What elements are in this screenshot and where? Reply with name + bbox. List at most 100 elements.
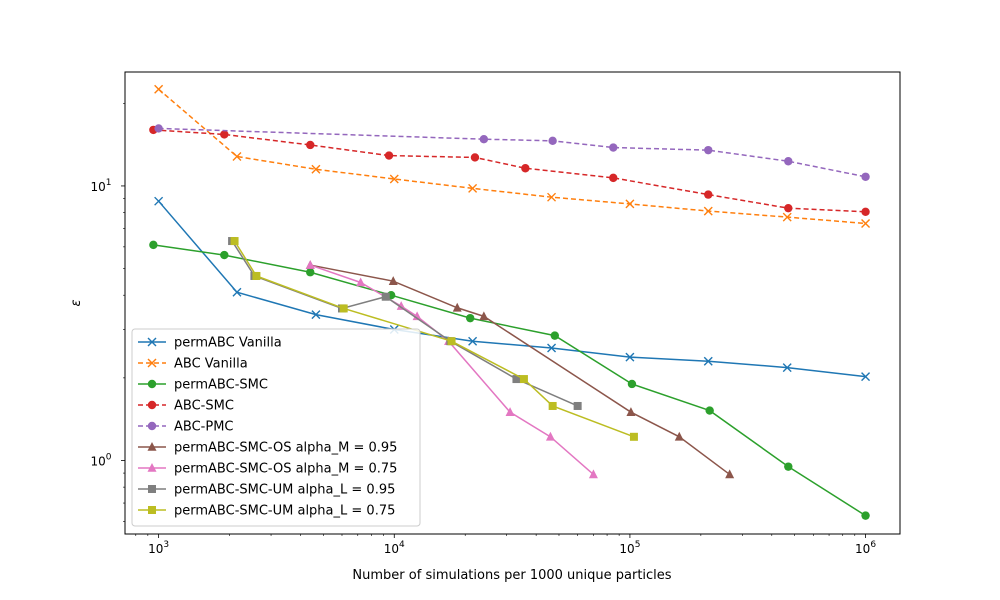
data-point <box>784 203 793 213</box>
data-point <box>230 237 239 246</box>
marker-stroke <box>547 343 557 353</box>
data-point <box>452 302 462 312</box>
series-line <box>158 200 866 378</box>
legend-marker <box>147 421 157 431</box>
x-tick-label: 104 <box>384 540 405 556</box>
data-point <box>232 287 242 297</box>
x-axis-label: Number of simulations per 1000 unique pa… <box>352 568 671 583</box>
legend-item: permABC-SMC-UM alpha_L = 0.75 <box>138 504 395 519</box>
data-point <box>479 311 489 321</box>
data-point <box>573 401 582 410</box>
legend-label: permABC-SMC-UM alpha_L = 0.75 <box>174 504 395 519</box>
marker-stroke <box>311 164 321 174</box>
legend-marker <box>147 379 157 389</box>
data-point <box>704 145 713 155</box>
marker-stroke <box>782 363 792 373</box>
legend-item: permABC-SMC-UM alpha_L = 0.95 <box>138 483 395 498</box>
series-line <box>153 244 866 517</box>
marker-stroke <box>625 199 635 209</box>
data-point <box>384 151 394 160</box>
plot-frame <box>124 71 901 535</box>
marker-stroke <box>547 192 557 202</box>
data-point <box>625 199 635 209</box>
x-tick-label: 105 <box>619 540 640 556</box>
legend-marker <box>147 358 157 368</box>
data-point <box>479 134 489 144</box>
data-point <box>704 190 713 199</box>
marker-stroke <box>147 337 157 347</box>
data-point <box>468 183 478 193</box>
data-point <box>470 153 480 162</box>
data-point <box>306 140 315 150</box>
data-point <box>512 375 521 384</box>
series-5 <box>154 124 870 181</box>
marker-stroke <box>154 196 164 206</box>
marker-stroke <box>154 84 164 94</box>
data-point <box>784 462 793 471</box>
x-tick-label: 106 <box>855 540 876 556</box>
data-point <box>389 174 399 184</box>
data-point <box>311 164 321 174</box>
data-point <box>381 292 390 301</box>
data-point <box>782 363 792 373</box>
data-point <box>782 212 792 222</box>
y-tick-label: 101 <box>90 178 111 194</box>
marker-stroke <box>311 310 321 320</box>
x-tick-label: 103 <box>148 540 169 556</box>
data-point <box>627 379 637 389</box>
data-point <box>412 311 422 321</box>
legend-marker <box>148 485 156 493</box>
data-point <box>232 152 242 162</box>
y-axis-label: ε <box>69 299 84 306</box>
series-9 <box>230 237 638 441</box>
data-point <box>629 432 638 441</box>
marker-stroke <box>468 336 478 346</box>
data-point <box>861 218 871 228</box>
series-layer <box>149 84 871 520</box>
legend-marker <box>147 337 157 347</box>
data-point <box>609 143 618 152</box>
legend-label: permABC Vanilla <box>174 336 282 351</box>
series-line <box>158 88 866 225</box>
data-point <box>154 124 163 133</box>
legend: permABC Vanilla ABC Vanilla permABC-SMC ABC… <box>131 328 421 527</box>
marker-stroke <box>703 206 713 216</box>
legend-item: permABC-SMC <box>138 378 268 393</box>
legend-label: ABC-PMC <box>174 420 233 435</box>
legend-marker <box>147 442 157 451</box>
data-point <box>468 336 478 346</box>
data-point <box>220 130 229 139</box>
legend-label: permABC-SMC-OS alpha_M = 0.75 <box>174 462 397 477</box>
marker-stroke <box>389 174 399 184</box>
major-ticks: 103 104 105 106 100 101 <box>90 178 876 556</box>
data-point <box>149 240 158 250</box>
legend-marker <box>147 463 157 472</box>
data-point <box>519 375 528 384</box>
y-tick-label: 100 <box>90 453 111 469</box>
data-point <box>220 250 229 260</box>
data-point <box>447 337 456 346</box>
data-point <box>626 407 636 416</box>
data-point <box>609 173 618 183</box>
data-point <box>305 260 315 269</box>
marker-stroke <box>625 352 635 362</box>
series-4 <box>149 125 870 217</box>
series-line <box>153 129 866 213</box>
data-point <box>521 164 530 173</box>
legend-item: permABC-SMC-OS alpha_M = 0.95 <box>138 441 397 456</box>
legend-item: permABC-SMC-OS alpha_M = 0.75 <box>138 462 397 477</box>
data-point <box>588 469 598 479</box>
data-point <box>388 276 398 285</box>
data-point <box>705 406 714 415</box>
data-point <box>548 136 557 146</box>
legend-item: ABC-PMC <box>138 420 233 435</box>
data-point <box>861 207 870 217</box>
legend-marker <box>147 400 157 410</box>
legend-item: ABC-SMC <box>138 399 234 414</box>
marker-stroke <box>861 218 871 228</box>
data-point <box>547 192 557 202</box>
data-point <box>784 157 793 166</box>
data-point <box>311 310 321 320</box>
series-2 <box>154 84 871 228</box>
